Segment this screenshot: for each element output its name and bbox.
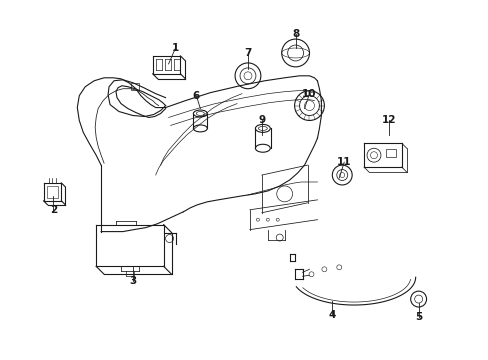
Bar bbox=[131, 83, 139, 90]
Text: 6: 6 bbox=[192, 91, 200, 101]
Text: 10: 10 bbox=[302, 89, 316, 99]
Text: 8: 8 bbox=[291, 29, 299, 39]
Text: 9: 9 bbox=[258, 116, 265, 126]
Bar bbox=[385, 149, 395, 157]
Bar bbox=[46, 186, 59, 198]
Text: 2: 2 bbox=[50, 205, 57, 215]
Text: 5: 5 bbox=[414, 312, 422, 322]
Text: 4: 4 bbox=[328, 310, 335, 320]
Text: 12: 12 bbox=[381, 116, 395, 126]
Text: 11: 11 bbox=[336, 157, 351, 167]
Text: 7: 7 bbox=[244, 48, 251, 58]
Text: 3: 3 bbox=[129, 276, 136, 286]
Text: 1: 1 bbox=[172, 43, 179, 53]
